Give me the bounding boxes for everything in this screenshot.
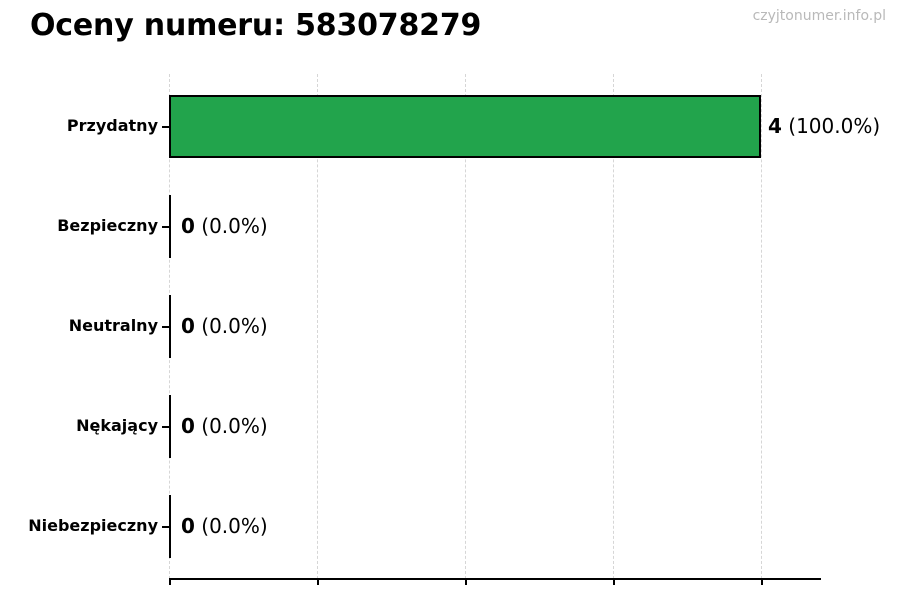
category-label-bezpieczny: Bezpieczny	[57, 216, 158, 235]
y-tick-2	[162, 326, 169, 328]
bar-value-przydatny: 4 (100.0%)	[768, 114, 880, 138]
bar-value-niebezpieczny: 0 (0.0%)	[181, 514, 268, 538]
bar-neutralny[interactable]	[169, 295, 171, 358]
bar-percent-przydatny: (100.0%)	[788, 114, 881, 138]
gridline-3	[613, 74, 614, 579]
x-tick-4	[761, 578, 763, 585]
bar-percent-bezpieczny: (0.0%)	[201, 214, 268, 238]
bar-percent-niebezpieczny: (0.0%)	[201, 514, 268, 538]
bar-przydatny[interactable]	[169, 95, 761, 158]
gridline-2	[465, 74, 466, 579]
bar-count-neutralny: 0	[181, 314, 195, 338]
site-watermark: czyjtonumer.info.pl	[752, 8, 886, 24]
category-label-niebezpieczny: Niebezpieczny	[28, 516, 158, 535]
bar-bezpieczny[interactable]	[169, 195, 171, 258]
bar-nekajacy[interactable]	[169, 395, 171, 458]
gridline-4	[761, 74, 762, 579]
category-label-przydatny: Przydatny	[66, 116, 158, 135]
bar-count-niebezpieczny: 0	[181, 514, 195, 538]
x-tick-0	[169, 578, 171, 585]
bar-value-bezpieczny: 0 (0.0%)	[181, 214, 268, 238]
y-tick-4	[162, 526, 169, 528]
page-title: Oceny numeru: 583078279	[30, 8, 482, 43]
bar-count-nekajacy: 0	[181, 414, 195, 438]
category-label-nekajacy: Nękający	[76, 416, 158, 435]
bar-niebezpieczny[interactable]	[169, 495, 171, 558]
x-axis-line	[169, 578, 821, 580]
y-tick-3	[162, 426, 169, 428]
bar-count-bezpieczny: 0	[181, 214, 195, 238]
bar-value-neutralny: 0 (0.0%)	[181, 314, 268, 338]
x-tick-1	[317, 578, 319, 585]
gridline-1	[317, 74, 318, 579]
bar-percent-nekajacy: (0.0%)	[201, 414, 268, 438]
category-label-neutralny: Neutralny	[68, 316, 158, 335]
y-tick-1	[162, 226, 169, 228]
y-tick-0	[162, 126, 169, 128]
bar-count-przydatny: 4	[768, 114, 782, 138]
bar-percent-neutralny: (0.0%)	[201, 314, 268, 338]
x-tick-3	[613, 578, 615, 585]
x-tick-2	[465, 578, 467, 585]
bar-value-nekajacy: 0 (0.0%)	[181, 414, 268, 438]
